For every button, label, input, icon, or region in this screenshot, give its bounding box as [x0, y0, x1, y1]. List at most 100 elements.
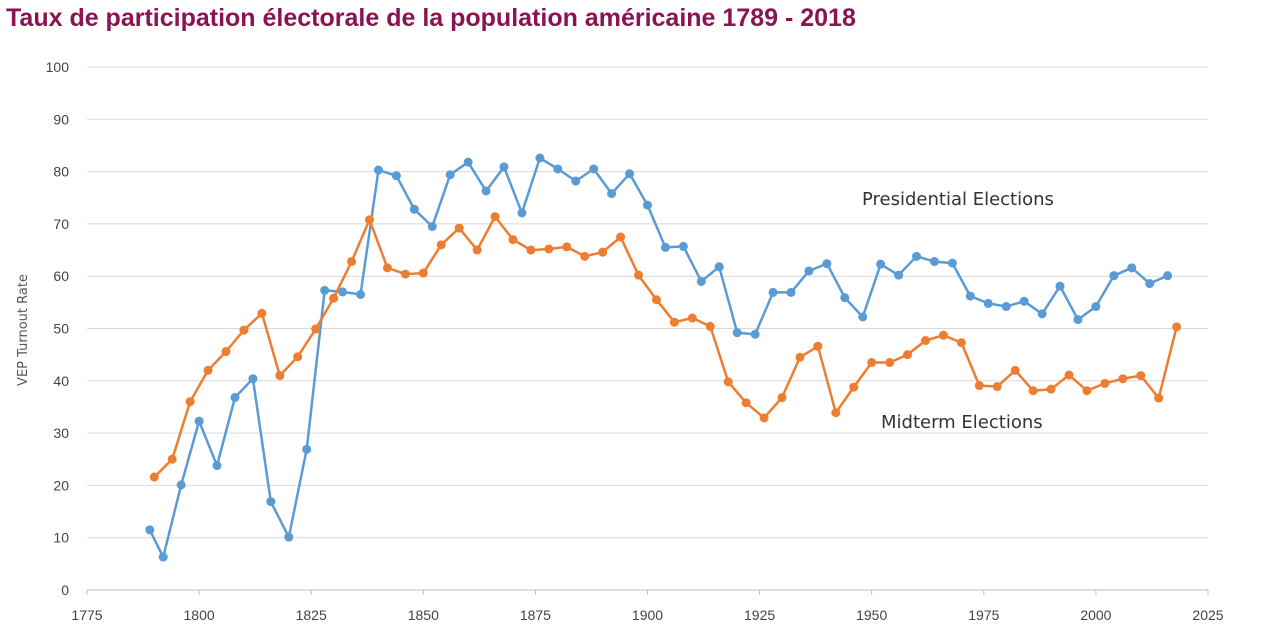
- data-point-presidential: [750, 329, 760, 339]
- series-label-midterm: Midterm Elections: [881, 412, 1043, 433]
- x-tick-label: 1900: [632, 607, 663, 623]
- data-point-presidential: [391, 171, 401, 181]
- x-tick-label: 1925: [744, 607, 775, 623]
- data-point-presidential: [1145, 279, 1155, 289]
- data-point-midterm: [562, 242, 572, 252]
- data-point-midterm: [813, 341, 823, 351]
- data-point-midterm: [1010, 365, 1020, 375]
- data-point-midterm: [723, 377, 733, 387]
- data-point-presidential: [607, 189, 617, 199]
- y-tick-label: 60: [53, 268, 69, 284]
- data-point-presidential: [894, 270, 904, 280]
- data-point-presidential: [786, 287, 796, 297]
- data-point-presidential: [965, 291, 975, 301]
- data-point-midterm: [921, 336, 931, 346]
- data-point-midterm: [239, 325, 249, 335]
- data-point-midterm: [347, 257, 357, 267]
- data-point-presidential: [499, 162, 509, 172]
- data-point-midterm: [849, 382, 859, 392]
- data-point-presidential: [463, 157, 473, 167]
- x-tick-label: 2025: [1192, 607, 1223, 623]
- data-point-midterm: [634, 270, 644, 280]
- data-point-midterm: [221, 347, 231, 357]
- data-point-midterm: [938, 330, 948, 340]
- data-point-midterm: [1118, 374, 1128, 384]
- data-point-midterm: [544, 244, 554, 254]
- data-point-midterm: [257, 308, 267, 318]
- data-point-midterm: [777, 393, 787, 403]
- data-point-midterm: [1082, 386, 1092, 396]
- y-tick-label: 90: [53, 111, 69, 127]
- x-tick-label: 1825: [296, 607, 327, 623]
- data-point-midterm: [598, 247, 608, 257]
- grid-lines: [87, 66, 1208, 591]
- data-point-midterm: [831, 408, 841, 418]
- data-point-presidential: [553, 164, 563, 174]
- data-point-midterm: [1064, 370, 1074, 380]
- data-point-midterm: [149, 472, 159, 482]
- data-point-midterm: [1154, 393, 1164, 403]
- x-tick-label: 1800: [184, 607, 215, 623]
- data-point-presidential: [230, 393, 240, 403]
- y-tick-label: 40: [53, 373, 69, 389]
- data-point-midterm: [454, 223, 464, 233]
- data-point-presidential: [840, 293, 850, 303]
- x-tick-label: 1950: [856, 607, 887, 623]
- data-point-presidential: [517, 208, 527, 218]
- data-point-midterm: [1172, 322, 1182, 332]
- y-axis: 0 10 20 30 40 50 60 70 80 90 100: [46, 59, 70, 598]
- data-point-midterm: [203, 365, 213, 375]
- series-line-presidential: [148, 156, 1169, 559]
- data-point-midterm: [382, 263, 392, 273]
- data-point-presidential: [356, 290, 366, 300]
- data-point-presidential: [1001, 302, 1011, 312]
- data-point-midterm: [418, 268, 428, 278]
- data-point-midterm: [580, 251, 590, 261]
- data-point-presidential: [445, 170, 455, 180]
- data-point-presidential: [876, 259, 886, 269]
- data-point-midterm: [885, 357, 895, 367]
- x-tick-label: 1775: [71, 607, 102, 623]
- series-label-presidential: Presidential Elections: [862, 189, 1054, 210]
- data-point-midterm: [651, 295, 661, 305]
- data-point-midterm: [508, 235, 518, 245]
- data-point-presidential: [302, 444, 312, 454]
- y-tick-label: 80: [53, 164, 69, 180]
- data-point-presidential: [1037, 309, 1047, 319]
- data-point-midterm: [311, 324, 321, 334]
- x-axis: 1775 1800 1825 1850 1875 1900 1925 1950 1975 2000…: [71, 590, 1224, 623]
- data-point-presidential: [373, 165, 383, 175]
- y-tick-label: 30: [53, 425, 69, 441]
- data-point-presidential: [1163, 271, 1173, 281]
- data-point-presidential: [1073, 315, 1083, 325]
- series-line-midterm: [153, 215, 1178, 478]
- data-point-presidential: [212, 461, 222, 471]
- data-point-presidential: [912, 251, 922, 261]
- data-point-midterm: [974, 381, 984, 391]
- data-point-midterm: [472, 245, 482, 255]
- data-point-presidential: [625, 169, 635, 179]
- data-point-midterm: [275, 371, 285, 381]
- data-point-presidential: [427, 222, 437, 232]
- data-point-presidential: [1055, 281, 1065, 291]
- data-point-midterm: [1100, 378, 1110, 388]
- data-point-midterm: [400, 269, 410, 279]
- x-tick-label: 1875: [520, 607, 551, 623]
- data-point-presidential: [858, 312, 868, 322]
- data-point-presidential: [338, 287, 348, 297]
- data-point-midterm: [436, 240, 446, 250]
- data-point-midterm: [669, 317, 679, 327]
- data-point-presidential: [1019, 296, 1029, 306]
- data-point-presidential: [158, 552, 168, 562]
- data-point-presidential: [320, 285, 330, 295]
- data-point-presidential: [947, 258, 957, 268]
- data-point-presidential: [535, 153, 545, 163]
- data-point-presidential: [643, 200, 652, 210]
- y-tick-label: 0: [61, 582, 69, 598]
- series-layer: [145, 153, 1182, 562]
- data-point-presidential: [822, 259, 832, 269]
- data-point-midterm: [329, 293, 339, 303]
- data-point-midterm: [956, 338, 966, 348]
- data-point-presidential: [660, 242, 670, 252]
